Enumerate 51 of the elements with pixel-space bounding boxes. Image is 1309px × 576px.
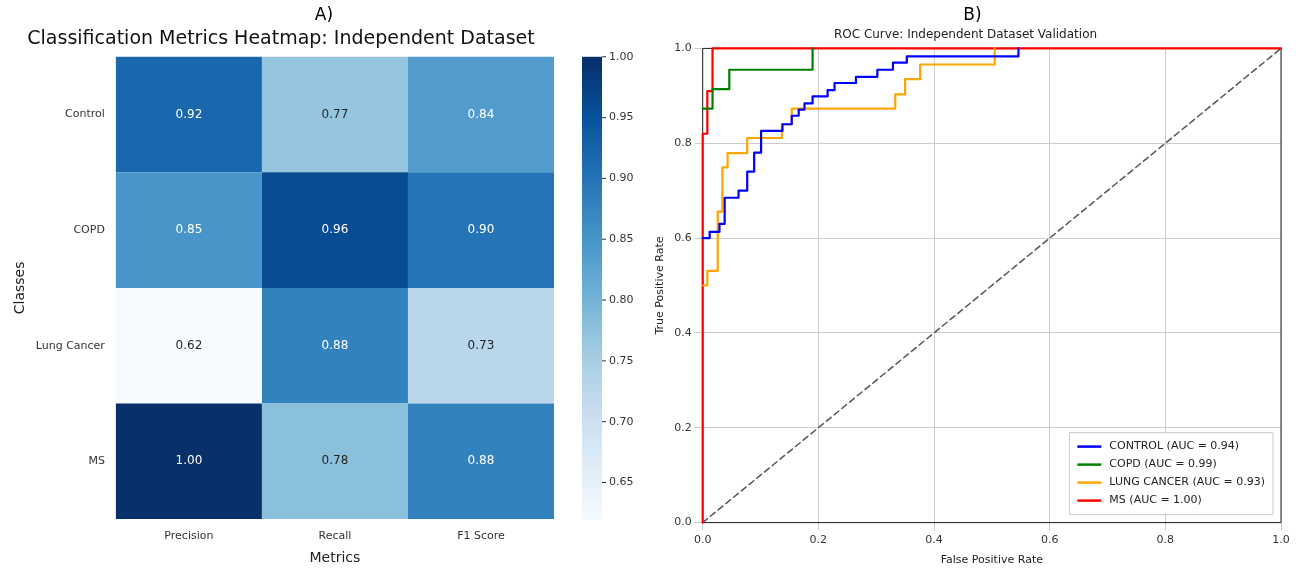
data-label: 0.96 <box>321 222 349 237</box>
data-label: 0.88 <box>467 453 495 468</box>
data-label: 0.92 <box>175 106 203 121</box>
y-tick-label: 0.4 <box>674 325 692 339</box>
data-label: 0.90 <box>467 222 495 237</box>
data-label: 0.85 <box>175 222 203 237</box>
y-tick-label: 0.2 <box>674 420 692 434</box>
legend-label: COPD (AUC = 0.99) <box>1109 457 1217 471</box>
legend-label: LUNG CANCER (AUC = 0.93) <box>1109 475 1266 489</box>
y-tick-label: Control <box>65 107 105 121</box>
legend-label: MS (AUC = 1.00) <box>1109 493 1202 507</box>
data-label: 0.77 <box>321 106 349 121</box>
chart-title: Classification Metrics Heatmap: Independent Dataset <box>27 26 535 49</box>
legend-label: CONTROL (AUC = 0.94) <box>1109 439 1240 453</box>
data-label: 0.78 <box>321 453 349 468</box>
chart-title: ROC Curve: Independent Dataset Validation <box>833 27 1098 42</box>
color-bar-label: 0.90 <box>609 171 634 185</box>
data-label: 0.73 <box>467 337 495 352</box>
x-tick-label: 0.8 <box>1156 533 1175 547</box>
color-bar-label: 0.85 <box>609 232 634 246</box>
y-tick-label: 0.8 <box>674 136 692 150</box>
x-tick-label: 1.0 <box>1272 533 1290 547</box>
y-tick-label: MS <box>88 454 105 468</box>
x-axis-title: False Positive Rate <box>940 553 1044 567</box>
data-label: 0.88 <box>321 337 349 352</box>
data-label: 0.84 <box>467 106 495 121</box>
data-label: 0.62 <box>175 337 203 352</box>
x-axis-title: Metrics <box>309 549 361 566</box>
color-bar-label: 0.75 <box>609 353 634 367</box>
y-tick-label: COPD <box>73 222 105 236</box>
y-tick-label: 1.0 <box>674 41 692 55</box>
data-label: 1.00 <box>175 453 203 468</box>
y-tick-label: 0.0 <box>674 515 692 529</box>
y-axis-title: Classes <box>11 261 28 315</box>
color-bar-label: 0.70 <box>609 414 634 428</box>
x-tick-label: 0.4 <box>925 533 943 547</box>
x-tick-label: 0.2 <box>809 533 828 547</box>
y-tick-label: 0.6 <box>674 230 692 244</box>
x-tick-label: 0.6 <box>1040 533 1059 547</box>
y-tick-label: Lung Cancer <box>35 338 106 352</box>
text: A) <box>314 3 334 26</box>
color-bar-label: 0.95 <box>609 110 634 124</box>
x-tick-label: Precision <box>164 529 214 543</box>
color-bar-label: 0.65 <box>609 475 634 489</box>
text: B) <box>963 3 982 26</box>
x-tick-label: F1 Score <box>457 529 506 543</box>
color-bar-label: 0.80 <box>609 292 634 306</box>
x-tick-label: Recall <box>318 529 352 543</box>
x-tick-label: 0.0 <box>693 533 712 547</box>
y-axis-title: True Positive Rate <box>653 236 667 336</box>
color-bar-label: 1.00 <box>609 49 634 63</box>
